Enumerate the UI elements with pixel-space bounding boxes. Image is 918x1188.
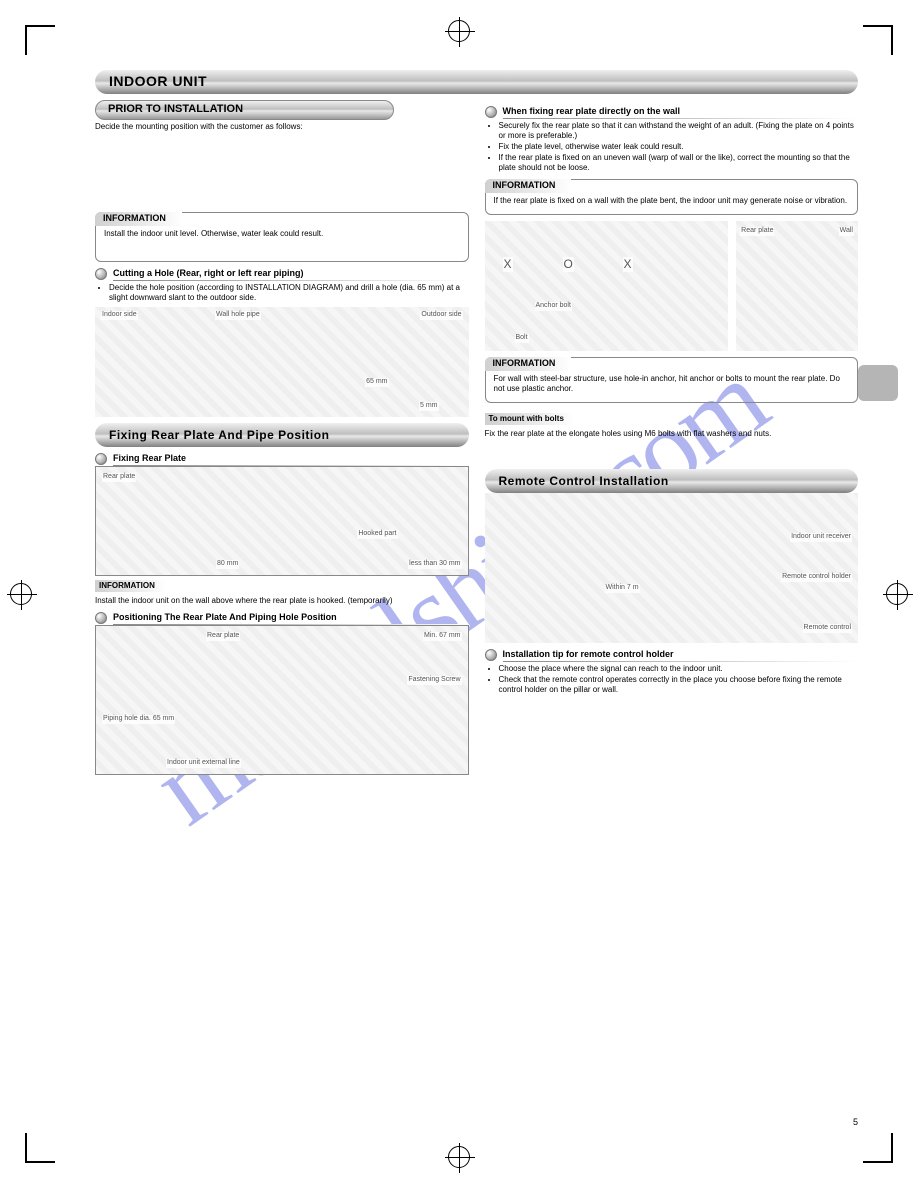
crop-mark-br	[853, 1123, 893, 1163]
step-cutting-hole-bullets: Decide the hole position (according to I…	[95, 283, 469, 303]
information-2-body: Install the indoor unit on the wall abov…	[95, 596, 469, 606]
fig3-label-rearplate: Rear plate	[206, 632, 240, 641]
page-number: 5	[853, 1117, 858, 1128]
step-positioning-rear-plate: Positioning The Rear Plate And Piping Ho…	[95, 612, 469, 624]
two-column-layout: PRIOR TO INSTALLATION Decide the mountin…	[95, 100, 858, 775]
fig2-label-30mm: less than 30 mm	[408, 560, 461, 569]
step-fixing-rear-plate: Fixing Rear Plate	[95, 453, 469, 465]
intro-placeholder	[95, 136, 469, 206]
figure-remote-control: Indoor unit receiver Remote control hold…	[485, 493, 859, 643]
fig2-label-hook: Hooked part	[357, 530, 397, 539]
stepB-bullet-1: Choose the place where the signal can re…	[499, 664, 859, 674]
registration-mark-left	[10, 583, 32, 605]
column-right: When fixing rear plate directly on the w…	[485, 100, 859, 775]
step-fixing-rear-plate-title: Fixing Rear Plate	[113, 453, 469, 464]
fig2-label-80mm: 80 mm	[216, 560, 239, 569]
fig4-x1: X	[503, 257, 513, 272]
caption-mount-bolts-body: Fix the rear plate at the elongate holes…	[485, 429, 859, 439]
caption-mount-bolts: To mount with bolts	[485, 413, 574, 425]
info-box-3-body: If the rear plate is fixed on a wall wit…	[494, 196, 850, 206]
figure-rear-plate-wall: Rear plate Wall	[736, 221, 858, 351]
section-title: INDOOR UNIT	[95, 70, 858, 94]
fig2-label-rearplate: Rear plate	[102, 473, 136, 482]
fig4-x2: X	[623, 257, 633, 272]
step-cutting-hole-bullet-1: Decide the hole position (according to I…	[109, 283, 469, 303]
fig5-holder: Remote control holder	[781, 573, 852, 582]
fig4-rear: Rear plate	[740, 227, 774, 236]
registration-mark-right	[886, 583, 908, 605]
registration-mark-top	[448, 20, 470, 42]
step-fixing-directly-wall: When fixing rear plate directly on the w…	[485, 106, 859, 118]
information-box-3: INFORMATION If the rear plate is fixed o…	[485, 179, 859, 215]
fig4-anchor1: Anchor bolt	[535, 302, 572, 311]
step-fixing-directly-wall-bullets: Securely fix the rear plate so that it c…	[485, 121, 859, 173]
fig1-label-outdoor: Outdoor side	[420, 311, 462, 320]
fig3-label-min67: Min. 67 mm	[423, 632, 462, 641]
fig5-dist: Within 7 m	[605, 584, 640, 593]
fig4-wall: Wall	[839, 227, 854, 236]
crop-mark-bl	[25, 1123, 65, 1163]
registration-mark-bottom	[448, 1146, 470, 1168]
fig3-label-extline: Indoor unit external line	[166, 759, 241, 768]
fig5-rc: Remote control	[803, 624, 852, 633]
band-fixing-rear-plate: Fixing Rear Plate And Pipe Position	[95, 423, 469, 447]
info-box-1-tab: INFORMATION	[95, 212, 182, 226]
info-box-4-tab: INFORMATION	[485, 357, 572, 371]
stepA-bullet-3: If the rear plate is fixed on an uneven …	[499, 153, 859, 173]
side-thumb-tab	[858, 365, 898, 401]
step-remote-holder-tip: Installation tip for remote control hold…	[485, 649, 859, 661]
fig1-label-5mm: 5 mm	[419, 402, 439, 411]
fig1-label-65mm: 65 mm	[365, 378, 388, 387]
step-cutting-hole: Cutting a Hole (Rear, right or left rear…	[95, 268, 469, 280]
figure-hole-cutting: Indoor side Wall hole pipe Outdoor side …	[95, 307, 469, 417]
step-cutting-hole-title: Cutting a Hole (Rear, right or left rear…	[113, 268, 469, 279]
fig1-label-indoor: Indoor side	[101, 311, 138, 320]
stepA-bullet-1: Securely fix the rear plate so that it c…	[499, 121, 859, 141]
step-positioning-rear-plate-title: Positioning The Rear Plate And Piping Ho…	[113, 612, 469, 623]
information-box-4: INFORMATION For wall with steel-bar stru…	[485, 357, 859, 403]
band-remote-control-installation: Remote Control Installation	[485, 469, 859, 493]
bullet-icon	[95, 453, 107, 465]
column-left: PRIOR TO INSTALLATION Decide the mountin…	[95, 100, 469, 775]
info-box-1-body: Install the indoor unit level. Otherwise…	[104, 229, 460, 239]
figure-anchor-examples: X O X Anchor bolt Bolt	[485, 221, 729, 351]
info-box-3-tab: INFORMATION	[485, 179, 572, 193]
stepB-bullet-2: Check that the remote control operates c…	[499, 675, 859, 695]
step-remote-holder-bullets: Choose the place where the signal can re…	[485, 664, 859, 695]
fig1-label-wallpipe: Wall hole pipe	[215, 311, 261, 320]
step-remote-holder-tip-title: Installation tip for remote control hold…	[503, 649, 859, 660]
manual-page: INDOOR UNIT PRIOR TO INSTALLATION Decide…	[95, 70, 858, 1128]
bullet-icon	[95, 268, 107, 280]
figure-rear-plate-dimensions: Rear plate Min. 67 mm Fastening Screw Pi…	[95, 625, 469, 775]
step-underline	[503, 661, 859, 662]
bullet-icon	[95, 612, 107, 624]
step-underline	[503, 118, 859, 119]
info-box-4-body: For wall with steel-bar structure, use h…	[494, 374, 850, 394]
intro-text: Decide the mounting position with the cu…	[95, 122, 469, 132]
crop-mark-tr	[853, 25, 893, 65]
bullet-icon	[485, 649, 497, 661]
step-fixing-directly-wall-title: When fixing rear plate directly on the w…	[503, 106, 859, 117]
subsection-prior-to-installation: PRIOR TO INSTALLATION	[95, 100, 394, 120]
fig5-receiver: Indoor unit receiver	[790, 533, 852, 542]
bullet-icon	[485, 106, 497, 118]
figure-rear-plate-hook: Rear plate Hooked part 80 mm less than 3…	[95, 466, 469, 576]
fig3-label-dia65: Piping hole dia. 65 mm	[102, 715, 175, 724]
fig4-o: O	[563, 257, 574, 272]
information-tab-2: INFORMATION	[95, 580, 165, 592]
step-underline	[113, 280, 469, 281]
fig4-anchor2: Bolt	[515, 334, 529, 343]
figure-row-anchors: X O X Anchor bolt Bolt Rear plate Wall	[485, 221, 859, 351]
crop-mark-tl	[25, 25, 65, 65]
stepA-bullet-2: Fix the plate level, otherwise water lea…	[499, 142, 859, 152]
information-box-1: INFORMATION Install the indoor unit leve…	[95, 212, 469, 262]
fig3-label-screw: Fastening Screw	[407, 676, 461, 685]
